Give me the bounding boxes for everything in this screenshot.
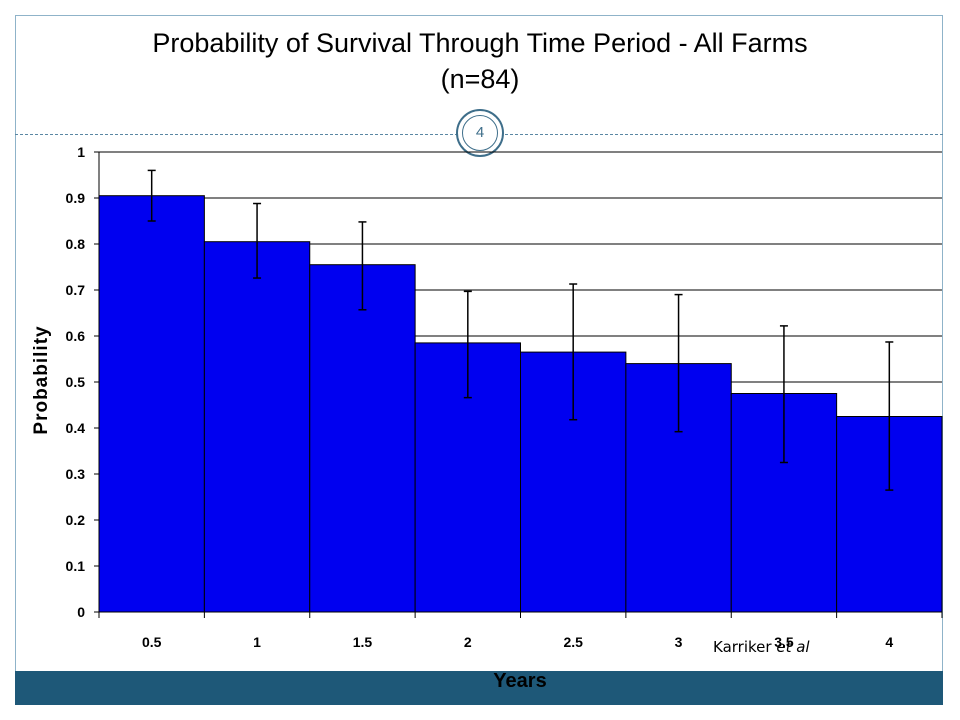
- bar: [98, 195, 205, 613]
- x-tick-label: 1: [253, 634, 261, 650]
- source-credit: Karriker et al: [713, 638, 810, 656]
- y-tick-label: 0.6: [66, 328, 86, 344]
- x-tick-label: 3: [675, 634, 683, 650]
- bar: [203, 241, 311, 613]
- x-tick-label: 0.5: [142, 634, 162, 650]
- bar: [309, 264, 416, 613]
- y-tick-label: 0.9: [66, 190, 86, 206]
- credit-author: Karriker: [713, 638, 772, 656]
- y-tick-label: 0.2: [66, 512, 86, 528]
- x-tick-label: 2.5: [563, 634, 583, 650]
- credit-et-al: et al: [776, 638, 810, 656]
- y-tick-label: 0.1: [66, 558, 86, 574]
- page-number-badge: 4: [456, 109, 504, 157]
- y-axis-label: Probability: [31, 325, 52, 435]
- x-tick-label: 1.5: [353, 634, 373, 650]
- x-axis-label: Years: [493, 670, 547, 692]
- page-number: 4: [462, 115, 498, 151]
- y-tick-label: 0.4: [66, 420, 86, 436]
- title-line-1: Probability of Survival Through Time Per…: [152, 28, 808, 58]
- y-tick-label: 1: [77, 144, 85, 160]
- x-tick-label: 4: [885, 634, 893, 650]
- x-tick-label: 2: [464, 634, 472, 650]
- chart-title: Probability of Survival Through Time Per…: [0, 25, 960, 97]
- y-tick-label: 0.3: [66, 466, 86, 482]
- y-tick-label: 0.8: [66, 236, 86, 252]
- footer-bar: [15, 671, 943, 705]
- x-tick-label: 3.5: [774, 634, 794, 650]
- title-line-2: (n=84): [440, 64, 520, 94]
- y-tick-label: 0: [77, 604, 85, 620]
- y-tick-label: 0.7: [66, 282, 86, 298]
- y-tick-label: 0.5: [66, 374, 86, 390]
